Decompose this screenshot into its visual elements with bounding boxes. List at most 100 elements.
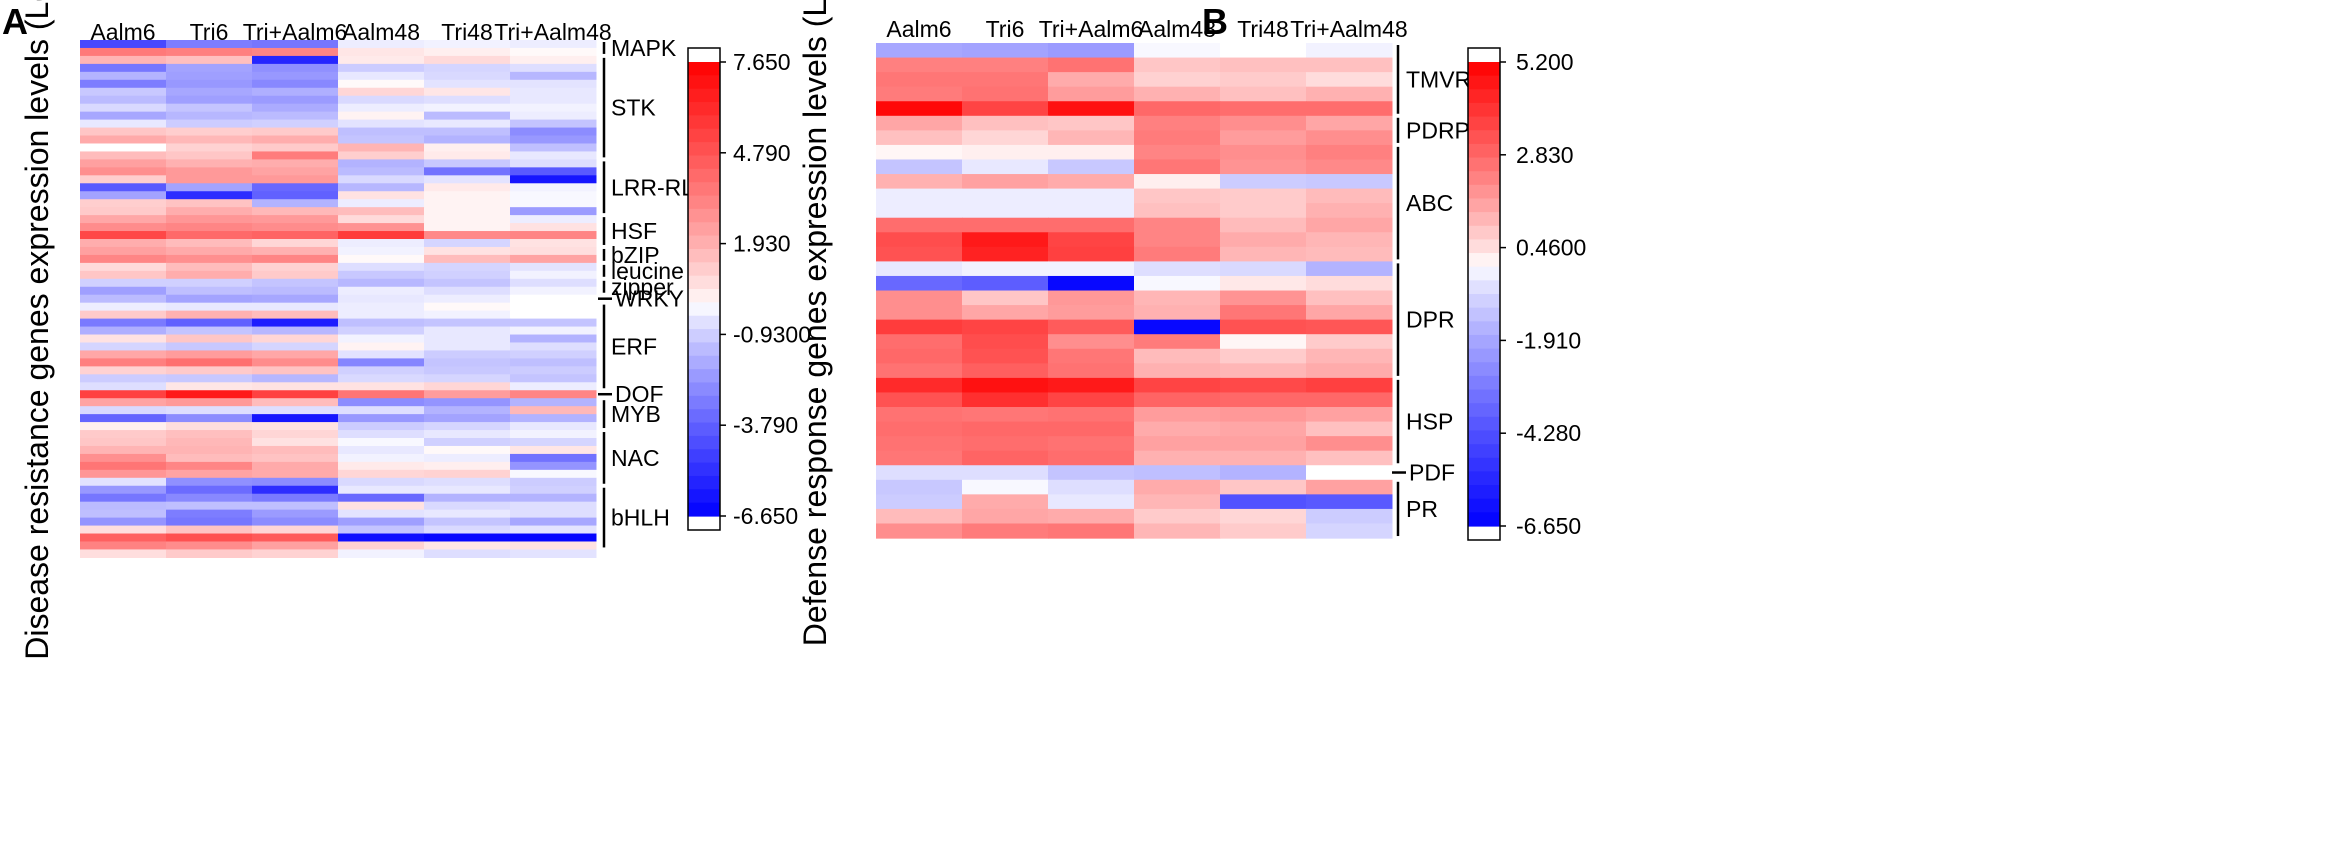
panel-a-heatmap-cell bbox=[338, 414, 425, 423]
panel-a-heatmap-cell bbox=[166, 533, 253, 543]
panel-a-heatmap-cell bbox=[424, 159, 511, 168]
panel-a-heatmap-cell bbox=[80, 191, 167, 200]
panel-b-heatmap-cell bbox=[1306, 275, 1393, 292]
panel-a-heatmap-cell bbox=[80, 406, 167, 415]
panel-a-heatmap-cell bbox=[338, 525, 425, 535]
panel-a-heatmap-cell bbox=[166, 302, 253, 312]
panel-a-heatmap-cell bbox=[424, 310, 511, 320]
panel-a-heatmap-cell bbox=[80, 127, 167, 137]
panel-a-heatmap-cell bbox=[80, 119, 167, 129]
panel-b-colorbar-swatch bbox=[1468, 171, 1500, 186]
panel-b-heatmap-cell bbox=[876, 377, 963, 394]
panel-a-heatmap-cell bbox=[166, 398, 253, 407]
panel-b-heatmap-cell bbox=[1220, 275, 1307, 292]
panel-a-heatmap-cell bbox=[424, 525, 511, 535]
panel-a-heatmap-cell bbox=[338, 374, 425, 383]
panel-b-heatmap-cell bbox=[1134, 523, 1221, 539]
panel-a-heatmap-cell bbox=[338, 127, 425, 137]
panel-a-colorbar-frame bbox=[687, 47, 721, 531]
panel-a-heatmap-cell bbox=[252, 350, 339, 359]
panel-a-heatmap-cell bbox=[510, 358, 597, 367]
panel-a-heatmap-cell bbox=[424, 111, 511, 121]
panel-b-heatmap-cell bbox=[1220, 436, 1307, 452]
panel-a-heatmap-cell bbox=[166, 278, 253, 288]
panel-b-colorbar-swatch bbox=[1468, 498, 1500, 513]
panel-a-heatmap-cell bbox=[510, 414, 597, 423]
panel-a-heatmap-cell bbox=[338, 111, 425, 121]
panel-a-heatmap-cell bbox=[252, 71, 339, 81]
panel-a-heatmap-cell bbox=[338, 477, 425, 487]
panel-a-heatmap-cell bbox=[424, 406, 511, 415]
panel-b-heatmap-cell bbox=[1306, 523, 1393, 539]
panel-a-heatmap-cell bbox=[424, 135, 511, 145]
panel-a-heatmap-cell bbox=[166, 71, 253, 81]
panel-b-heatmap-cell bbox=[1048, 144, 1135, 161]
panel-a-heatmap-cell bbox=[338, 270, 425, 280]
panel-a-heatmap-cell bbox=[252, 438, 339, 447]
panel-a-colorbar: 7.650 4.790 1.930 -0.9300 -3.790 -6.650 bbox=[687, 47, 811, 531]
panel-a-heatmap-cell bbox=[166, 151, 253, 160]
panel-a-heatmap-cell bbox=[338, 79, 425, 89]
panel-b-heatmap-cell bbox=[1048, 86, 1135, 102]
panel-b-heatmap-cell bbox=[962, 188, 1049, 204]
panel-a-colorbar-swatch bbox=[688, 315, 720, 330]
panel-a-colorbar-swatch bbox=[688, 329, 720, 344]
panel-b-heatmap-cell bbox=[876, 57, 963, 73]
panel-b-heatmap-cell bbox=[1048, 115, 1135, 131]
panel-a-group-label: zipper bbox=[611, 274, 674, 300]
panel-a-heatmap-cell bbox=[80, 326, 167, 336]
panel-a-heatmap-cell bbox=[338, 350, 425, 359]
panel-a-heatmap-cell bbox=[338, 278, 425, 288]
panel-b-heatmap-cell bbox=[1048, 421, 1135, 437]
panel-a-heatmap-cell bbox=[166, 549, 253, 558]
panel-a-heatmap-cell bbox=[510, 55, 597, 65]
panel-a-heatmap-cell bbox=[424, 302, 511, 312]
panel-a-heatmap-cell bbox=[510, 215, 597, 224]
panel-a-heatmap-cell bbox=[510, 342, 597, 352]
panel-b-heatmap-cell bbox=[1306, 86, 1393, 102]
panel-b-heatmap-cell bbox=[1220, 57, 1307, 73]
panel-a-heatmap-cell bbox=[252, 262, 339, 272]
panel-a-heatmap-cell bbox=[424, 278, 511, 288]
panel-b-heatmap-cell bbox=[1306, 348, 1393, 364]
panel-a-heatmap-cell bbox=[252, 326, 339, 336]
panel-b-heatmap-cell bbox=[1220, 465, 1307, 481]
panel-a-heatmap-cell bbox=[510, 438, 597, 447]
panel-b-group-label: HSP bbox=[1406, 409, 1453, 435]
panel-a-heatmap-cell bbox=[424, 493, 511, 503]
panel-a-heatmap-cell bbox=[166, 477, 253, 487]
panel-a-heatmap-cell bbox=[338, 533, 425, 543]
panel-b-heatmap-cell bbox=[1048, 261, 1135, 277]
panel-b-heatmap-cell bbox=[1134, 407, 1221, 423]
panel-a-heatmap-cell bbox=[252, 239, 339, 248]
panel-a-heatmap-cell bbox=[80, 199, 167, 208]
panel-b-heatmap-cell bbox=[1306, 144, 1393, 161]
panel-a-heatmap-cell bbox=[424, 95, 511, 105]
panel-a-heatmap-cell bbox=[252, 47, 339, 57]
panel-a-heatmap-cell bbox=[80, 438, 167, 447]
panel-b-colorbar-tick-label: 2.830 bbox=[1516, 142, 1574, 168]
panel-a-heatmap-cell bbox=[338, 40, 425, 49]
panel-a-heatmap-cell bbox=[252, 175, 339, 184]
panel-b-heatmap-cell bbox=[1048, 43, 1135, 59]
panel-b-heatmap-cell bbox=[1048, 363, 1135, 379]
panel-b-colorbar-swatch bbox=[1468, 116, 1500, 131]
panel-a-colorbar-swatch bbox=[688, 422, 720, 437]
panel-a-heatmap-cell bbox=[510, 549, 597, 558]
panel-a-heatmap-cell bbox=[166, 430, 253, 439]
panel-a-heatmap-cell bbox=[166, 485, 253, 495]
panel-a-heatmap-cell bbox=[424, 286, 511, 296]
panel-a-heatmap-cell bbox=[424, 350, 511, 359]
panel-a-heatmap-cell bbox=[510, 517, 597, 527]
panel-a-heatmap-cell bbox=[338, 326, 425, 336]
panel-a-heatmap-cell bbox=[166, 286, 253, 296]
panel-a-heatmap-cell bbox=[166, 310, 253, 320]
panel-b-heatmap-cell bbox=[1220, 319, 1307, 335]
panel-b-heatmap-cell bbox=[1134, 450, 1221, 466]
panel-b-heatmap-cell bbox=[1220, 421, 1307, 437]
panel-a-heatmap-cell bbox=[80, 430, 167, 439]
panel-b-colorbar-swatch bbox=[1468, 253, 1500, 268]
panel-b-heatmap-cell bbox=[1134, 232, 1221, 248]
panel-a-heatmap-cell bbox=[338, 445, 425, 455]
panel-a-heatmap-cell bbox=[80, 414, 167, 423]
